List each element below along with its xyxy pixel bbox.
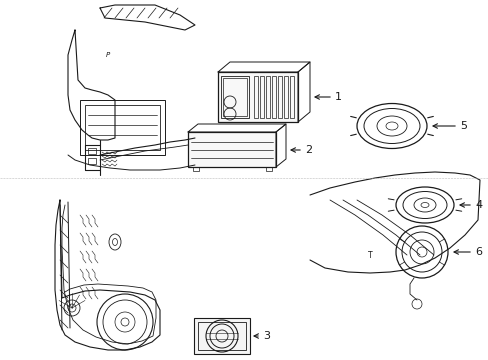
Text: T: T — [367, 251, 371, 260]
Text: 6: 6 — [474, 247, 481, 257]
Bar — [260, 76, 264, 118]
Bar — [187, 132, 275, 167]
Bar — [80, 100, 164, 155]
Text: 5: 5 — [459, 121, 466, 131]
Bar — [85, 105, 160, 150]
Bar — [271, 76, 275, 118]
Bar — [223, 78, 246, 116]
Bar — [289, 76, 293, 118]
Text: 1: 1 — [334, 92, 341, 102]
Text: P: P — [106, 52, 110, 58]
Bar — [284, 76, 287, 118]
Text: 4: 4 — [474, 200, 481, 210]
Bar — [265, 167, 271, 171]
Bar — [218, 72, 297, 122]
Text: 2: 2 — [305, 145, 311, 155]
Bar — [194, 318, 249, 354]
Bar — [88, 148, 96, 154]
Text: 3: 3 — [263, 331, 269, 341]
Bar — [88, 158, 96, 164]
Bar — [253, 76, 258, 118]
Bar — [278, 76, 282, 118]
Bar — [265, 76, 269, 118]
Bar — [198, 322, 245, 350]
Bar — [193, 167, 199, 171]
Bar — [221, 76, 248, 118]
